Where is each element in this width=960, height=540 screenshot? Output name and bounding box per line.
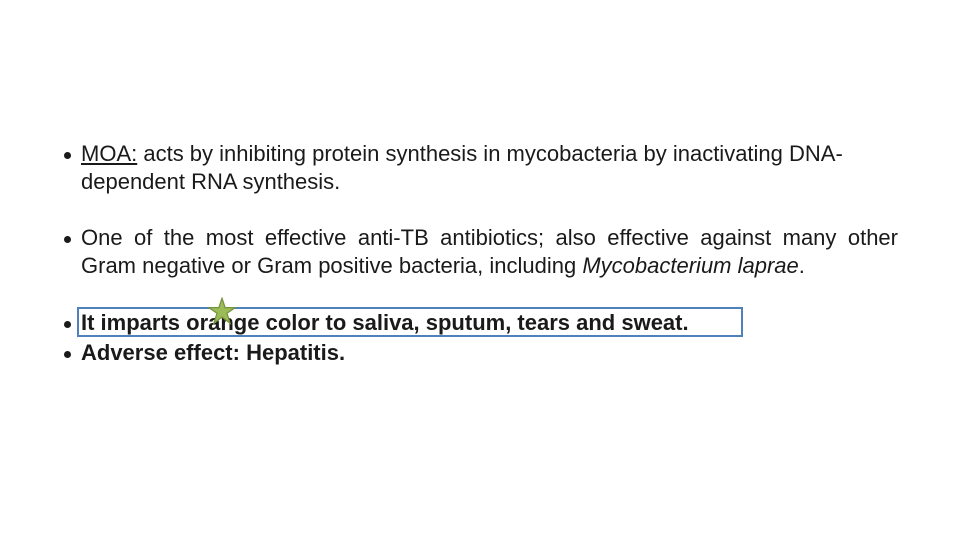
color-text: It imparts orange color to saliva, sputu…: [81, 310, 689, 335]
bullet-dot-icon: [64, 351, 71, 358]
bullet-item-moa: MOA: acts by inhibiting protein synthesi…: [62, 140, 898, 196]
species-name: Mycobacterium laprae: [582, 253, 798, 278]
effectiveness-text-b: .: [799, 253, 805, 278]
moa-label: MOA:: [81, 141, 137, 166]
bullet-text: One of the most effective anti-TB antibi…: [81, 224, 898, 280]
bullet-text: Adverse effect: Hepatitis.: [81, 339, 345, 367]
bullet-item-adverse: Adverse effect: Hepatitis.: [62, 339, 898, 367]
bullet-dot-icon: [64, 321, 71, 328]
adverse-text: Adverse effect: Hepatitis.: [81, 340, 345, 365]
bullet-group-last: It imparts orange color to saliva, sputu…: [62, 309, 898, 367]
bullet-item-color: It imparts orange color to saliva, sputu…: [62, 309, 898, 337]
bullet-dot-icon: [64, 152, 71, 159]
bullet-text: It imparts orange color to saliva, sputu…: [81, 309, 689, 337]
bullet-text: MOA: acts by inhibiting protein synthesi…: [81, 140, 898, 196]
slide-content: MOA: acts by inhibiting protein synthesi…: [0, 0, 960, 367]
bullet-item-effectiveness: One of the most effective anti-TB antibi…: [62, 224, 898, 280]
moa-text: acts by inhibiting protein synthesis in …: [81, 141, 843, 194]
bullet-dot-icon: [64, 236, 71, 243]
